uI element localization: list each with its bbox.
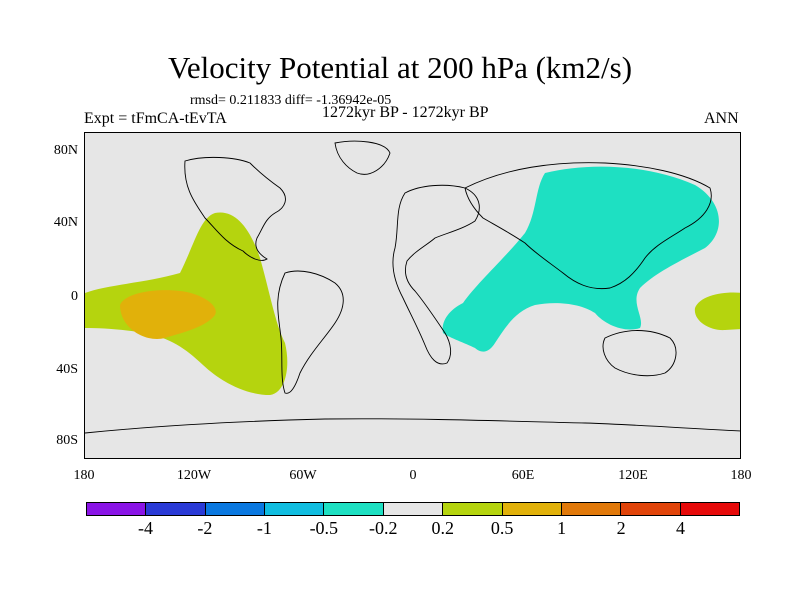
colorbar-segment <box>680 503 739 515</box>
coastlines <box>85 140 740 434</box>
colorbar-segment <box>324 503 384 515</box>
x-tick-label: 180 <box>730 468 752 483</box>
colorbar-segment <box>205 503 266 515</box>
y-tick-label: 80S <box>56 433 78 448</box>
season-label: ANN <box>704 110 739 127</box>
map-panel <box>84 132 741 459</box>
colorbar-segment <box>146 503 206 515</box>
colorbar-label: 1 <box>557 518 567 538</box>
x-tick-label: 120E <box>618 468 648 483</box>
colorbar-segment <box>383 503 444 515</box>
colorbar-label: 0.5 <box>490 518 514 538</box>
colorbar-label: -4 <box>137 518 153 538</box>
colorbar-label: 2 <box>616 518 626 538</box>
positive-anomaly-core <box>120 290 216 339</box>
period-label: 1272kyr BP - 1272kyr BP <box>322 104 489 121</box>
y-tick-label: 0 <box>71 289 78 304</box>
colorbar-segment <box>265 503 325 515</box>
colorbar-segment <box>561 503 622 515</box>
colorbar-segment <box>621 503 681 515</box>
plot-title: Velocity Potential at 200 hPa (km2/s) <box>167 50 633 85</box>
x-tick-label: 0 <box>409 468 417 483</box>
y-tick-label: 40S <box>56 362 78 377</box>
colorbar-segment <box>87 503 147 515</box>
colorbar-label: -0.5 <box>309 518 339 538</box>
x-tick-label: 180 <box>73 468 95 483</box>
colorbar-segment <box>443 503 503 515</box>
colorbar-label: 4 <box>676 518 686 538</box>
colorbar-label: -0.2 <box>369 518 398 538</box>
colorbar <box>86 502 740 516</box>
y-tick-label: 40N <box>53 215 78 230</box>
y-tick-label: 80N <box>53 143 78 158</box>
x-tick-label: 60W <box>289 468 317 483</box>
velocity-potential-map <box>85 140 740 434</box>
x-tick-label: 60E <box>511 468 535 483</box>
stats-line: rmsd= 0.211833 diff= -1.36942e-05 <box>190 93 392 108</box>
colorbar-label: -2 <box>197 518 213 538</box>
x-tick-label: 120W <box>176 468 212 483</box>
experiment-label: Expt = tFmCA-tEvTA <box>84 110 227 127</box>
colorbar-label: 0.2 <box>431 518 454 538</box>
colorbar-segment <box>502 503 562 515</box>
negative-anomaly-asia <box>442 166 719 352</box>
colorbar-label: -1 <box>256 518 272 538</box>
positive-anomaly-west-pacific <box>694 292 740 331</box>
